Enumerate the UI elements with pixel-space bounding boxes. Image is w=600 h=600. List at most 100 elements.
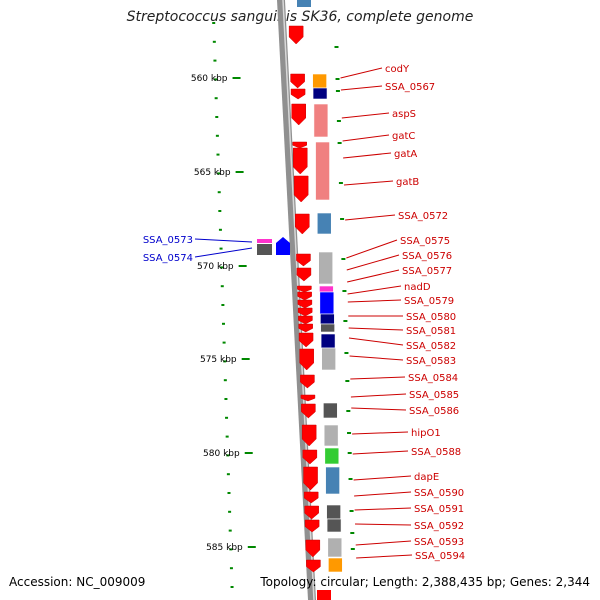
scale-dot: [226, 454, 230, 457]
gene-arrow: [292, 141, 307, 149]
leader-line: [340, 67, 383, 79]
gene-arrow: [304, 519, 320, 533]
cog-block: [324, 447, 340, 465]
leader-line: [345, 214, 396, 221]
gene-arrow: [297, 307, 313, 317]
scale-dot: [219, 247, 223, 250]
scale-dot: [228, 510, 232, 513]
leader-line: [354, 507, 412, 511]
feature-dot: [334, 46, 339, 48]
leader-line: [355, 540, 412, 546]
scale-dot: [212, 40, 216, 43]
gene-arrow: [292, 147, 308, 175]
leader-line-left: [194, 247, 253, 258]
gene-arrow: [291, 103, 306, 126]
scale-dot: [217, 191, 221, 194]
scale-dot: [226, 473, 230, 476]
leader-line: [342, 134, 390, 142]
gene-label-left: SSA_0573: [143, 235, 193, 246]
scale-dot: [214, 97, 218, 100]
feature-dot: [350, 548, 355, 550]
gene-arrow: [305, 539, 321, 558]
feature-dot: [350, 532, 355, 534]
leader-line: [350, 376, 406, 380]
gene-label: SSA_0583: [406, 356, 456, 367]
gene-arrow: [304, 505, 319, 520]
gene-arrow: [300, 394, 316, 402]
leader-line: [347, 285, 402, 295]
feature-dot: [344, 352, 349, 354]
leader-line: [349, 355, 404, 361]
leader-line: [346, 239, 398, 259]
scale-label: 565 kbp: [194, 168, 231, 178]
gene-label: SSA_0580: [406, 312, 456, 323]
cog-block: [320, 323, 335, 333]
scale-dot: [212, 22, 216, 24]
cog-block: [328, 557, 343, 573]
scale-tick: [232, 77, 241, 79]
cog-block: [326, 518, 342, 533]
gene-label: SSA_0579: [404, 296, 454, 307]
gene-arrow: [296, 267, 312, 282]
feature-dot: [336, 120, 341, 122]
leader-line: [348, 327, 404, 331]
feature-dot: [343, 320, 348, 322]
scale-dot: [215, 116, 219, 118]
scale-dot: [214, 78, 218, 81]
gene-label: SSA_0576: [402, 251, 452, 262]
leader-line: [347, 299, 402, 303]
leader-line: [348, 337, 404, 346]
cog-block: [318, 251, 334, 285]
feature-dot: [337, 142, 342, 144]
gene-label: SSA_0581: [406, 326, 456, 337]
gene-arrow: [288, 25, 304, 45]
gene-arrow: [303, 491, 319, 504]
leader-line: [352, 431, 409, 435]
gene-arrow: [298, 323, 313, 333]
gene-label: nadD: [404, 282, 431, 293]
cog-block: [326, 504, 341, 520]
scale-dot: [225, 416, 229, 419]
gene-arrow: [293, 175, 309, 203]
scale-dot: [220, 266, 224, 269]
feature-dot: [345, 380, 350, 382]
gene-arrow: [296, 253, 311, 267]
gene-arrow: [302, 449, 318, 465]
scale-label: 585 kbp: [206, 543, 243, 553]
gene-arrow: [290, 88, 306, 100]
scale-tick: [247, 546, 256, 548]
gene-label: SSA_0590: [414, 488, 464, 499]
cog-block-left: [257, 239, 272, 243]
scale-dot: [221, 322, 225, 325]
scale-dot: [221, 304, 225, 306]
gene-label: SSA_0567: [385, 82, 435, 93]
feature-dot: [349, 510, 354, 512]
scale-tick: [241, 358, 250, 360]
scale-tick: [244, 452, 253, 454]
leader-line: [351, 407, 407, 411]
gene-arrow: [303, 466, 318, 491]
gene-arrow: [301, 403, 316, 419]
feature-dot: [338, 182, 343, 184]
cog-block: [323, 402, 338, 419]
gene-label: gatA: [394, 149, 417, 160]
scale-tick: [235, 171, 244, 173]
cog-block: [312, 73, 327, 89]
cog-block: [320, 313, 335, 325]
gene-arrow-left: [276, 237, 290, 255]
leader-line: [346, 254, 400, 271]
scale-dot: [218, 210, 222, 212]
scale-label: 560 kbp: [191, 74, 228, 84]
scale-dot: [217, 172, 221, 175]
scale-dot: [213, 59, 217, 62]
gene-arrow: [300, 374, 315, 389]
cog-block: [321, 347, 336, 371]
gene-arrow: [301, 424, 317, 447]
gene-arrow: [295, 213, 310, 235]
gene-arrow: [297, 291, 312, 301]
feature-dot: [347, 432, 352, 434]
leader-line: [341, 112, 390, 119]
gene-label: SSA_0575: [400, 236, 450, 247]
gene-arrow: [299, 348, 314, 371]
cog-block: [323, 424, 339, 447]
